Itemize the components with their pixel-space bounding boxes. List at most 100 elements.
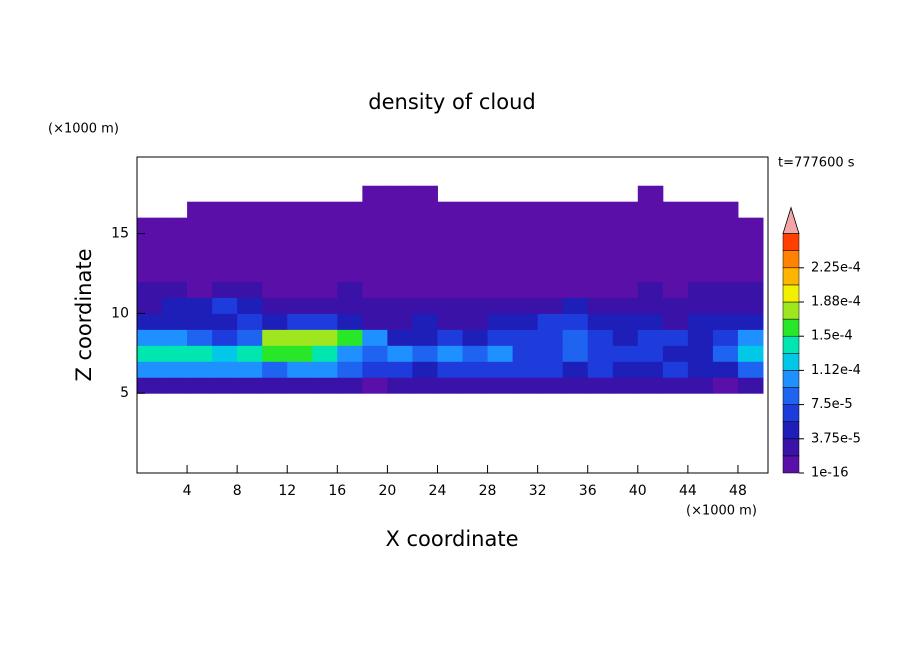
contour-cell (162, 361, 188, 378)
contour-cell (187, 329, 213, 346)
contour-cell (387, 265, 413, 282)
contour-cell (587, 297, 614, 314)
contour-cell (712, 345, 739, 362)
contour-cell (512, 281, 539, 298)
colorbar-band (782, 284, 800, 303)
contour-cell (712, 281, 739, 298)
contour-cell (312, 361, 338, 378)
contour-cell (512, 345, 539, 362)
contour-cell (437, 297, 464, 314)
contour-cell (287, 377, 313, 394)
contour-cell (737, 281, 764, 298)
contour-cell (612, 329, 639, 346)
contour-cell (712, 361, 739, 378)
contour-cell (137, 265, 163, 282)
contour-cell (612, 201, 639, 219)
contour-cell (262, 297, 288, 314)
contour-cell (512, 377, 539, 394)
x-tick-label: 20 (378, 483, 396, 499)
contour-cell (212, 361, 238, 378)
contour-cell (137, 313, 163, 330)
contour-cell (462, 361, 489, 378)
contour-cell (237, 297, 263, 314)
contour-cell (287, 345, 313, 362)
contour-cell (312, 233, 338, 251)
contour-cell (362, 233, 388, 251)
contour-cell (237, 329, 263, 346)
contour-cell (562, 265, 589, 282)
contour-cell (537, 361, 564, 378)
contour-cell (737, 297, 764, 314)
contour-cell (437, 377, 464, 394)
contour-cell (612, 265, 639, 282)
contour-cell (562, 345, 589, 362)
contour-cell (487, 377, 514, 394)
contour-cell (262, 217, 288, 235)
colorbar-tick-label: 2.25e-4 (811, 260, 861, 275)
contour-cell (712, 329, 739, 346)
contour-cell (487, 233, 514, 251)
contour-cell (662, 201, 689, 219)
contour-cell (662, 345, 689, 362)
y-unit: (×1000 m) (48, 122, 119, 137)
colorbar-band (782, 370, 800, 388)
contour-cell (662, 361, 689, 378)
contour-cell (462, 201, 489, 219)
contour-cell (412, 345, 438, 362)
contour-cell (362, 329, 388, 346)
contour-cell (262, 361, 288, 378)
contour-cell (662, 281, 689, 298)
contour-cell (537, 265, 564, 282)
contour-cell (562, 249, 589, 267)
contour-cell (712, 297, 739, 314)
contour-cell (562, 297, 589, 314)
contour-cell (737, 361, 764, 378)
contour-cell (687, 233, 714, 251)
contour-cell (462, 313, 489, 330)
contour-cell (262, 345, 288, 362)
contour-cell (712, 233, 739, 251)
contour-cell (137, 361, 163, 378)
contour-cell (212, 313, 238, 330)
contour-cell (662, 265, 689, 282)
contour-cell (612, 345, 639, 362)
contour-cell (312, 329, 338, 346)
contour-cell (662, 377, 689, 394)
contour-cell (537, 313, 564, 330)
contour-cell (412, 249, 438, 267)
contour-cell (137, 297, 163, 314)
contour-cell (487, 345, 514, 362)
contour-cell (312, 281, 338, 298)
contour-cell (712, 377, 739, 394)
contour-cell (512, 297, 539, 314)
contour-cell (137, 329, 163, 346)
contour-cell (412, 329, 438, 346)
contour-cell (262, 265, 288, 282)
x-unit: (×1000 m) (686, 504, 757, 519)
contour-cell (737, 313, 764, 330)
axes: 4 8 12 16 20 24 28 32 36 40 44 48510151e-163.75e-57… (111, 156, 861, 499)
contour-cell (537, 233, 564, 251)
contour-cell (462, 329, 489, 346)
contour-cell (337, 201, 363, 219)
contour-cell (437, 313, 464, 330)
contour-cell (287, 361, 313, 378)
contour-cell (637, 281, 664, 298)
contour-cell (662, 233, 689, 251)
contour-cell (587, 217, 614, 235)
contour-cell (337, 377, 363, 394)
contour-cell (612, 377, 639, 394)
contour-cell (362, 377, 388, 394)
contour-cell (237, 201, 263, 219)
colorbar-tick-label: 1e-16 (811, 466, 849, 481)
x-tick-label: 32 (529, 483, 547, 499)
contour-cell (437, 217, 464, 235)
colorbar-tick-label: 1.88e-4 (811, 295, 861, 310)
contour-cell (687, 217, 714, 235)
colorbar-band (782, 318, 800, 337)
contour-cell (337, 265, 363, 282)
contour-cell (512, 361, 539, 378)
colorbar-band (782, 233, 800, 251)
contour-cell (312, 217, 338, 235)
contour-cell (262, 281, 288, 298)
